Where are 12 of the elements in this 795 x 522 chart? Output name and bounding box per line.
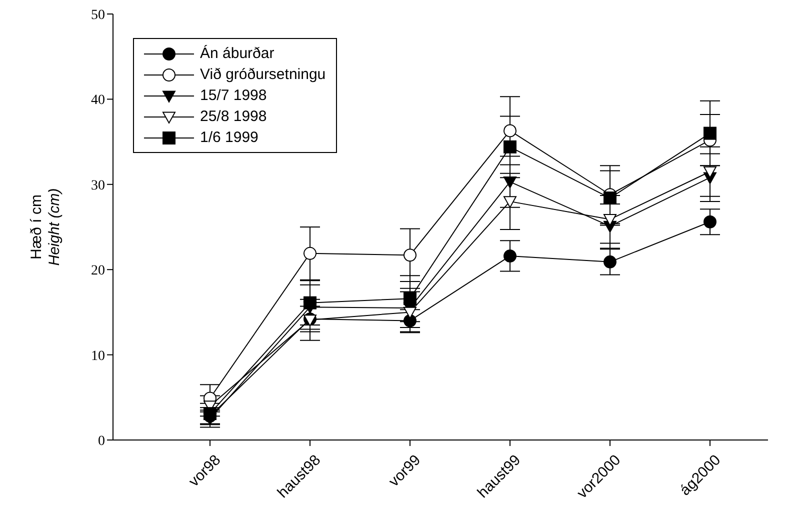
- legend-label: 1/6 1999: [200, 129, 258, 146]
- legend-label: Við gróðursetningu: [200, 66, 326, 83]
- y-axis-title: Hæð í cm Height (cm): [28, 188, 63, 266]
- y-tick-label: 30: [91, 178, 105, 194]
- y-tick-label: 50: [91, 8, 105, 23]
- legend-label: 15/7 1998: [200, 87, 267, 104]
- y-tick-label: 40: [91, 93, 105, 108]
- y-tick-label: 0: [98, 434, 105, 449]
- legend-label: 25/8 1998: [200, 108, 267, 125]
- y-tick-label: 10: [91, 348, 105, 364]
- legend-label: Án áburðar: [200, 45, 274, 62]
- y-tick-label: 20: [91, 264, 105, 279]
